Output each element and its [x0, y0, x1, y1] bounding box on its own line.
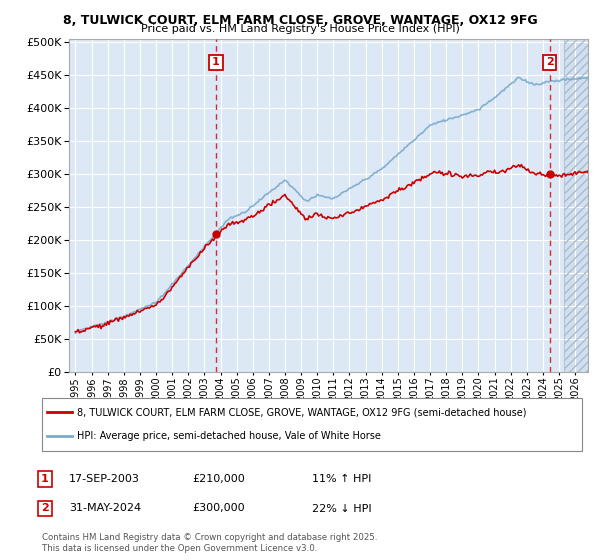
Text: Price paid vs. HM Land Registry's House Price Index (HPI): Price paid vs. HM Land Registry's House …: [140, 24, 460, 34]
Text: 31-MAY-2024: 31-MAY-2024: [69, 503, 141, 514]
Bar: [564, 39, 591, 372]
Text: 17-SEP-2003: 17-SEP-2003: [69, 474, 140, 484]
Text: £210,000: £210,000: [192, 474, 245, 484]
Text: £300,000: £300,000: [192, 503, 245, 514]
Text: 8, TULWICK COURT, ELM FARM CLOSE, GROVE, WANTAGE, OX12 9FG: 8, TULWICK COURT, ELM FARM CLOSE, GROVE,…: [62, 14, 538, 27]
Text: 1: 1: [41, 474, 49, 484]
Text: 1: 1: [212, 57, 220, 67]
Text: 11% ↑ HPI: 11% ↑ HPI: [312, 474, 371, 484]
Text: 2: 2: [546, 57, 554, 67]
Text: HPI: Average price, semi-detached house, Vale of White Horse: HPI: Average price, semi-detached house,…: [77, 431, 381, 441]
Text: 8, TULWICK COURT, ELM FARM CLOSE, GROVE, WANTAGE, OX12 9FG (semi-detached house): 8, TULWICK COURT, ELM FARM CLOSE, GROVE,…: [77, 408, 527, 418]
Bar: [564, 39, 591, 372]
Text: Contains HM Land Registry data © Crown copyright and database right 2025.
This d: Contains HM Land Registry data © Crown c…: [42, 533, 377, 553]
Text: 2: 2: [41, 503, 49, 514]
FancyBboxPatch shape: [42, 398, 582, 451]
Text: 22% ↓ HPI: 22% ↓ HPI: [312, 503, 371, 514]
